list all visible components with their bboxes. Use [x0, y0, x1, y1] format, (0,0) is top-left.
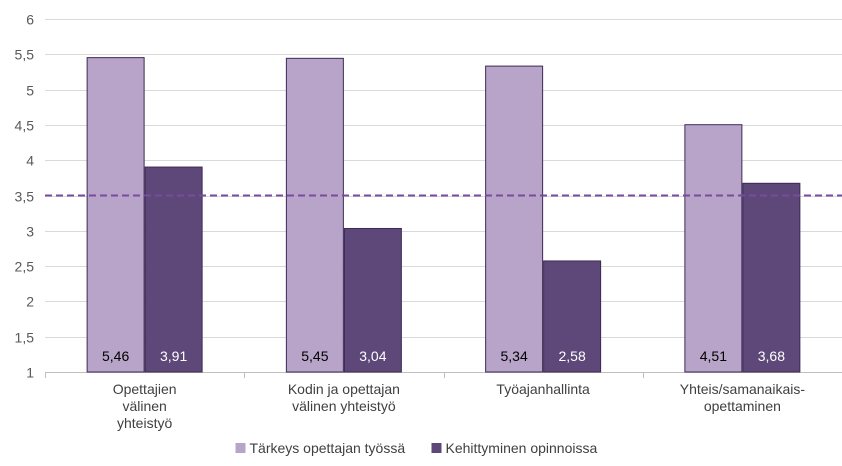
y-axis-ticks: 1 1,5 2 2,5 3 3,5 4 4,5 5 5,5 6 [15, 12, 35, 381]
x-axis-categories: Opettajien välinen yhteistyö Kodin ja opett… [113, 381, 806, 431]
bar [86, 57, 145, 373]
category-label: Opettajien välinen yhteistyö [113, 381, 177, 431]
y-tick-label: 5,5 [15, 47, 35, 63]
legend: Tärkeys opettajan työssä Kehittyminen opi… [235, 440, 598, 456]
category-label: Kodin ja opettajan välinen yhteistyö [288, 381, 400, 414]
category-label: Yhteis/samanaikais-opettaminen [680, 381, 806, 414]
y-tick-label: 3 [26, 224, 34, 240]
y-tick-label: 5 [26, 83, 34, 99]
bars [86, 57, 801, 373]
category-label-line: Yhteis/samanaikais- [680, 381, 806, 397]
y-tick-label: 4,5 [15, 118, 35, 134]
bar [285, 57, 344, 373]
y-tick-label: 3,5 [15, 189, 35, 205]
category-label-line: välinen yhteistyö [292, 398, 396, 414]
data-label: 5,46 [102, 348, 129, 364]
data-label: 2,58 [559, 348, 586, 364]
category-label-line: välinen [122, 398, 166, 414]
y-tick-label: 6 [26, 12, 34, 28]
category-label-line: opettaminen [704, 398, 781, 414]
data-label: 3,91 [160, 348, 187, 364]
bar [543, 260, 602, 373]
data-labels: 5,46 3,91 5,45 3,04 5,34 2,58 4,51 3,68 [102, 348, 785, 364]
y-tick-label: 1,5 [15, 330, 35, 346]
bar [144, 166, 203, 373]
y-tick-label: 4 [26, 153, 34, 169]
legend-label: Tärkeys opettajan työssä [250, 440, 406, 456]
category-label: Työajanhallinta [496, 381, 590, 397]
data-label: 5,45 [301, 348, 328, 364]
y-tick-label: 1 [26, 365, 34, 381]
category-label-line: Kodin ja opettajan [288, 381, 400, 397]
bar [343, 227, 402, 373]
bar [684, 124, 743, 373]
data-label: 3,04 [359, 348, 386, 364]
legend-label: Kehittyminen opinnoissa [446, 440, 598, 456]
category-label-line: Työajanhallinta [496, 381, 590, 397]
bar [742, 182, 801, 373]
bar [485, 65, 544, 373]
legend-swatch [431, 443, 442, 453]
data-label: 3,68 [758, 348, 785, 364]
category-label-line: Opettajien [113, 381, 177, 397]
data-label: 5,34 [501, 348, 528, 364]
y-tick-label: 2 [26, 294, 34, 310]
y-tick-label: 2,5 [15, 259, 35, 275]
category-label-line: yhteistyö [117, 415, 172, 431]
legend-swatch [235, 443, 246, 453]
data-label: 4,51 [700, 348, 727, 364]
